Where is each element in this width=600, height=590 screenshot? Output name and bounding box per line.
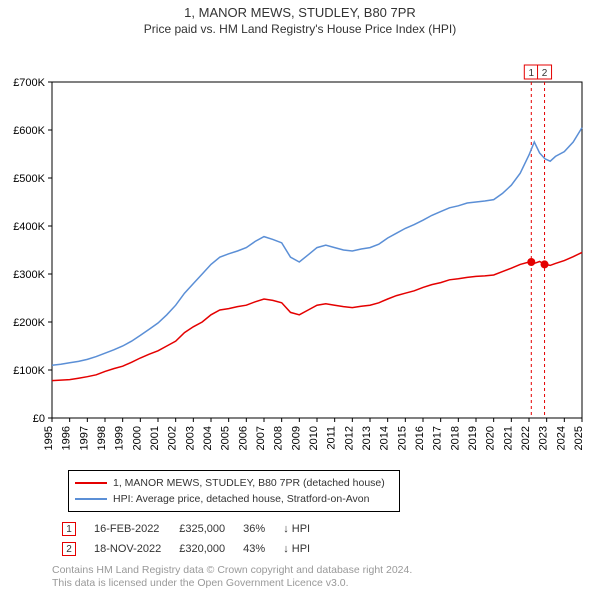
x-tick-label: 2021 xyxy=(502,426,514,450)
chart-subtitle: Price paid vs. HM Land Registry's House … xyxy=(0,22,600,38)
y-tick-label: £100K xyxy=(13,365,45,377)
x-tick-label: 2010 xyxy=(308,426,320,450)
chart-title: 1, MANOR MEWS, STUDLEY, B80 7PR xyxy=(0,0,600,22)
event-num: 1 xyxy=(54,520,84,538)
x-tick-label: 2012 xyxy=(343,426,355,450)
x-tick-label: 2014 xyxy=(379,426,391,450)
x-tick-label: 2001 xyxy=(149,426,161,450)
legend-swatch xyxy=(75,482,107,484)
y-tick-label: £400K xyxy=(13,221,45,233)
x-tick-label: 2004 xyxy=(202,426,214,450)
y-tick-label: £700K xyxy=(13,77,45,89)
event-marker-label: 1 xyxy=(529,68,535,79)
x-tick-label: 2008 xyxy=(273,426,285,450)
y-tick-label: £200K xyxy=(13,317,45,329)
x-tick-label: 2020 xyxy=(485,426,497,450)
legend-row: HPI: Average price, detached house, Stra… xyxy=(75,491,393,507)
event-dir: ↓ HPI xyxy=(275,520,318,538)
event-pct: 43% xyxy=(235,540,273,558)
attribution-line: Contains HM Land Registry data © Crown c… xyxy=(52,564,600,577)
y-tick-label: £0 xyxy=(33,413,45,425)
y-tick-label: £500K xyxy=(13,173,45,185)
event-date: 16-FEB-2022 xyxy=(86,520,169,538)
event-date: 18-NOV-2022 xyxy=(86,540,169,558)
event-row: 218-NOV-2022£320,00043%↓ HPI xyxy=(54,540,318,558)
x-tick-label: 2016 xyxy=(414,426,426,450)
x-tick-label: 2006 xyxy=(237,426,249,450)
x-tick-label: 2015 xyxy=(396,426,408,450)
x-tick-label: 1996 xyxy=(61,426,73,450)
legend-label: HPI: Average price, detached house, Stra… xyxy=(113,493,369,505)
x-tick-label: 1997 xyxy=(78,426,90,450)
y-tick-label: £600K xyxy=(13,125,45,137)
event-point xyxy=(527,258,535,266)
x-tick-label: 2023 xyxy=(538,426,550,450)
x-tick-label: 2011 xyxy=(326,426,338,450)
events-table: 116-FEB-2022£325,00036%↓ HPI218-NOV-2022… xyxy=(52,518,320,560)
event-price: £325,000 xyxy=(171,520,233,538)
attribution-line: This data is licensed under the Open Gov… xyxy=(52,577,600,590)
event-dir: ↓ HPI xyxy=(275,540,318,558)
x-tick-label: 2013 xyxy=(361,426,373,450)
x-tick-label: 2007 xyxy=(255,426,267,450)
x-tick-label: 2018 xyxy=(449,426,461,450)
x-tick-label: 1998 xyxy=(96,426,108,450)
legend-label: 1, MANOR MEWS, STUDLEY, B80 7PR (detache… xyxy=(113,477,385,489)
x-tick-label: 2005 xyxy=(220,426,232,450)
event-num: 2 xyxy=(54,540,84,558)
legend: 1, MANOR MEWS, STUDLEY, B80 7PR (detache… xyxy=(68,470,400,512)
legend-swatch xyxy=(75,498,107,500)
x-tick-label: 2009 xyxy=(290,426,302,450)
series-hpi xyxy=(52,127,582,365)
event-price: £320,000 xyxy=(171,540,233,558)
event-pct: 36% xyxy=(235,520,273,538)
line-chart: £0 £100K £200K £300K £400K £500K £600K £700K 199… xyxy=(0,38,600,464)
x-tick-label: 2025 xyxy=(573,426,585,450)
attribution: Contains HM Land Registry data © Crown c… xyxy=(52,564,600,590)
y-tick-label: £300K xyxy=(13,269,45,281)
x-tick-label: 2019 xyxy=(467,426,479,450)
x-tick-label: 2000 xyxy=(131,426,143,450)
x-tick-label: 1999 xyxy=(114,426,126,450)
legend-row: 1, MANOR MEWS, STUDLEY, B80 7PR (detache… xyxy=(75,475,393,491)
x-tick-label: 2024 xyxy=(555,426,567,450)
event-point xyxy=(541,260,549,268)
series-price_paid xyxy=(52,252,582,380)
x-tick-label: 1995 xyxy=(43,426,55,450)
x-tick-label: 2017 xyxy=(432,426,444,450)
x-tick-label: 2022 xyxy=(520,426,532,450)
event-marker-label: 2 xyxy=(542,68,548,79)
event-row: 116-FEB-2022£325,00036%↓ HPI xyxy=(54,520,318,538)
x-tick-label: 2002 xyxy=(167,426,179,450)
x-tick-label: 2003 xyxy=(184,426,196,450)
